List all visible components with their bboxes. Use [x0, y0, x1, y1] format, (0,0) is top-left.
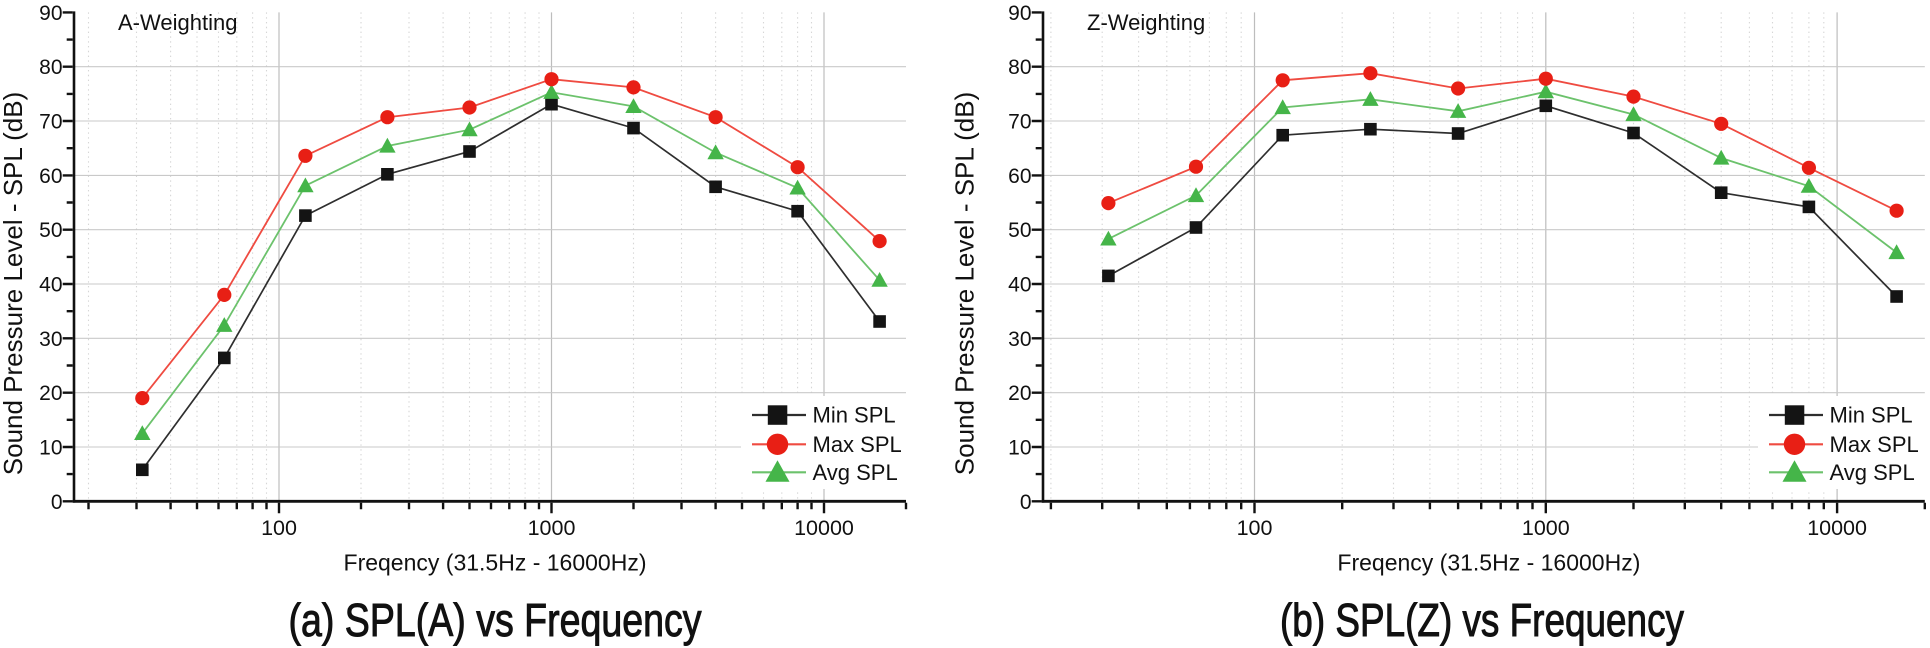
- svg-text:50: 50: [1008, 219, 1031, 242]
- svg-text:60: 60: [39, 165, 62, 188]
- svg-text:70: 70: [39, 111, 62, 134]
- svg-text:60: 60: [1008, 165, 1031, 188]
- svg-text:(a) SPL(A) vs Frequency: (a) SPL(A) vs Frequency: [289, 594, 703, 646]
- svg-text:Avg SPL: Avg SPL: [813, 460, 898, 485]
- svg-text:40: 40: [39, 274, 62, 297]
- svg-text:Min SPL: Min SPL: [1830, 403, 1913, 428]
- svg-text:10: 10: [39, 437, 62, 460]
- svg-text:A-Weighting: A-Weighting: [118, 10, 237, 35]
- svg-text:Freqency (31.5Hz - 16000Hz): Freqency (31.5Hz - 16000Hz): [1337, 550, 1640, 576]
- svg-text:30: 30: [39, 328, 62, 351]
- svg-text:(b) SPL(Z) vs Frequency: (b) SPL(Z) vs Frequency: [1280, 594, 1685, 646]
- svg-text:80: 80: [1008, 56, 1031, 79]
- svg-text:70: 70: [1008, 111, 1031, 134]
- svg-text:Sound Pressure Level - SPL (dB: Sound Pressure Level - SPL (dB): [950, 92, 980, 475]
- svg-text:90: 90: [1008, 2, 1031, 25]
- svg-text:20: 20: [39, 382, 62, 405]
- svg-text:Max SPL: Max SPL: [813, 432, 902, 457]
- svg-text:100: 100: [1237, 516, 1273, 540]
- svg-text:Min SPL: Min SPL: [813, 403, 896, 428]
- svg-text:10: 10: [1008, 437, 1031, 460]
- svg-text:0: 0: [1020, 491, 1032, 514]
- svg-text:0: 0: [51, 491, 63, 514]
- svg-text:Z-Weighting: Z-Weighting: [1087, 10, 1205, 35]
- svg-text:Sound Pressure Level - SPL (dB: Sound Pressure Level - SPL (dB): [0, 92, 28, 475]
- svg-text:Avg SPL: Avg SPL: [1830, 460, 1915, 485]
- svg-text:1000: 1000: [528, 516, 576, 540]
- svg-text:100: 100: [261, 516, 297, 540]
- svg-text:10000: 10000: [1807, 516, 1867, 540]
- svg-text:40: 40: [1008, 274, 1031, 297]
- svg-text:Freqency (31.5Hz - 16000Hz): Freqency (31.5Hz - 16000Hz): [344, 550, 647, 576]
- svg-text:20: 20: [1008, 382, 1031, 405]
- svg-text:10000: 10000: [794, 516, 854, 540]
- svg-text:Max SPL: Max SPL: [1830, 432, 1919, 457]
- svg-text:50: 50: [39, 219, 62, 242]
- svg-text:90: 90: [39, 2, 62, 25]
- svg-text:1000: 1000: [1522, 516, 1570, 540]
- svg-text:30: 30: [1008, 328, 1031, 351]
- svg-text:80: 80: [39, 56, 62, 79]
